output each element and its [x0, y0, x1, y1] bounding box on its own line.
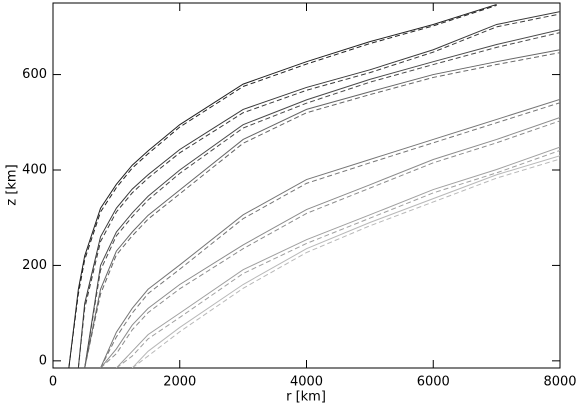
curve	[100, 117, 560, 368]
curve	[84, 49, 560, 368]
y-axis-label: z [km]	[5, 164, 20, 205]
y-tick-label: 0	[39, 353, 47, 368]
y-tick-label: 200	[22, 258, 47, 273]
curve	[131, 158, 560, 368]
curve	[116, 146, 560, 368]
curve	[84, 32, 560, 368]
y-tick-label: 400	[22, 162, 47, 177]
x-tick-label: 6000	[417, 375, 450, 390]
x-tick-label: 0	[49, 375, 57, 390]
curve	[68, 3, 497, 368]
curve	[131, 155, 560, 368]
curve	[68, 4, 497, 368]
x-axis-label: r [km]	[286, 390, 326, 405]
x-tick-label: 2000	[163, 375, 196, 390]
curve	[100, 102, 560, 368]
curve	[84, 52, 560, 368]
curve	[77, 11, 560, 368]
y-tick-label: 600	[22, 67, 47, 82]
curve	[100, 120, 560, 368]
curve	[77, 13, 560, 368]
x-tick-label: 4000	[290, 375, 323, 390]
curve	[116, 149, 560, 368]
x-tick-label: 8000	[543, 375, 576, 390]
curve	[100, 98, 560, 368]
curve	[84, 29, 560, 368]
